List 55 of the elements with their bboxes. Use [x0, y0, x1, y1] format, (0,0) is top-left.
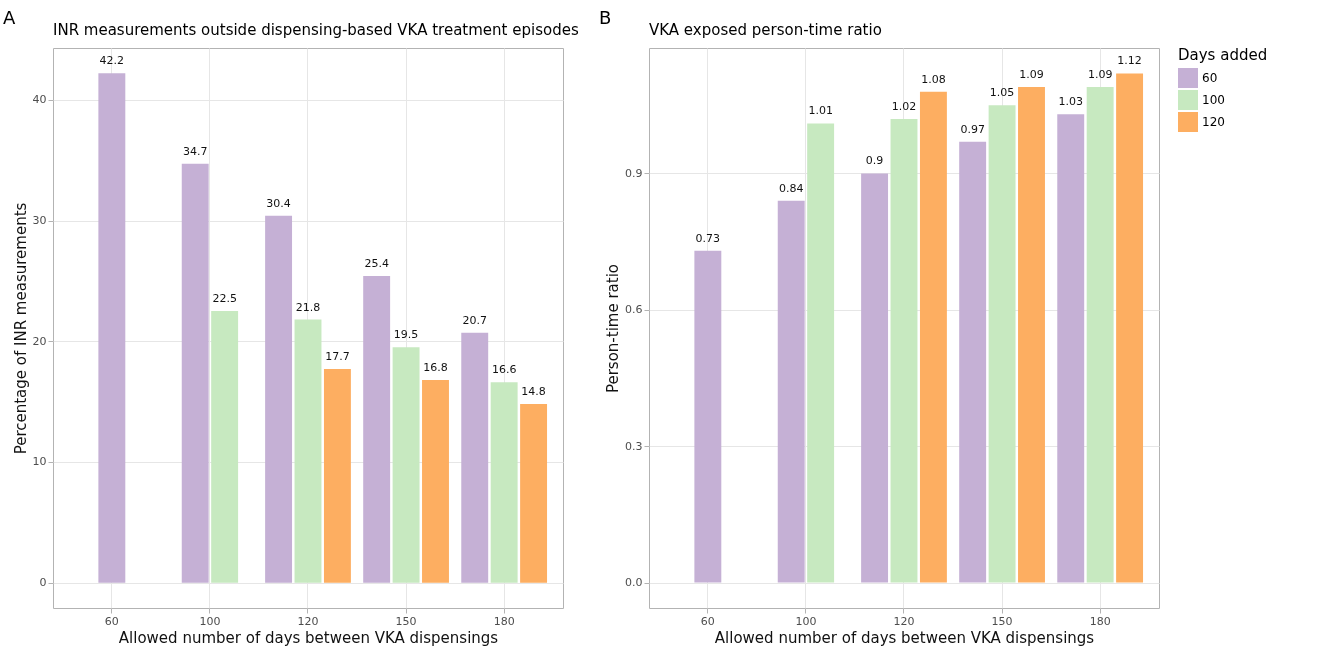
x-axis-title: Allowed number of days between VKA dispensings — [118, 628, 499, 647]
legend-label: 100 — [1202, 93, 1225, 107]
data-label: 1.03 — [1058, 95, 1083, 109]
data-label: 30.4 — [266, 196, 291, 210]
chart-title: VKA exposed person-time ratio — [649, 21, 882, 39]
data-label: 20.7 — [462, 313, 487, 327]
x-tick-label: 120 — [297, 614, 319, 628]
y-tick-label: 20 — [32, 334, 47, 348]
legend-label: 60 — [1202, 71, 1218, 85]
data-label: 1.02 — [891, 99, 917, 113]
data-label: 16.8 — [423, 360, 448, 374]
data-label: 0.73 — [695, 231, 721, 245]
legend-title: Days added — [1178, 46, 1268, 64]
data-label: 22.5 — [212, 292, 237, 306]
data-label: 1.05 — [989, 86, 1015, 100]
chart-title: INR measurements outside dispensing-based VKA treatment episodes — [53, 21, 579, 39]
y-tick-label: 30 — [32, 214, 47, 228]
x-axis-title: Allowed number of days between VKA dispensings — [714, 628, 1095, 647]
text: A — [3, 7, 16, 28]
data-label: 16.6 — [491, 363, 517, 377]
x-tick-label: 150 — [991, 614, 1013, 628]
data-label: 0.84 — [778, 181, 804, 195]
y-tick-label: 10 — [32, 455, 47, 469]
y-tick-label: 40 — [32, 93, 47, 107]
x-tick-label: 60 — [104, 614, 119, 628]
x-tick-label: 100 — [795, 614, 817, 628]
y-axis-title: Person-time ratio — [604, 263, 623, 394]
data-label: 0.9 — [865, 154, 884, 168]
data-label: 1.12 — [1117, 54, 1142, 68]
x-tick-label: 60 — [700, 614, 715, 628]
data-label: 25.4 — [364, 257, 389, 271]
data-label: 34.7 — [182, 144, 208, 158]
x-tick-label: 100 — [199, 614, 221, 628]
y-tick-label: 0.6 — [625, 303, 643, 317]
y-tick-label: 0.0 — [625, 576, 643, 590]
data-label: 1.08 — [921, 72, 946, 86]
legend-label: 120 — [1202, 115, 1225, 129]
data-label: 19.5 — [393, 328, 419, 342]
x-tick-label: 180 — [1089, 614, 1111, 628]
data-label: 14.8 — [521, 385, 546, 399]
y-axis-title: Percentage of INR measurements — [11, 202, 30, 455]
data-label: 21.8 — [295, 300, 321, 314]
data-label: 1.09 — [1019, 68, 1044, 82]
x-tick-label: 150 — [395, 614, 417, 628]
data-label: 0.97 — [960, 122, 985, 136]
data-label: 17.7 — [325, 350, 350, 364]
data-label: 42.2 — [99, 54, 125, 68]
y-tick-label: 0 — [39, 576, 47, 590]
y-tick-label: 0.3 — [625, 439, 643, 453]
text: B — [599, 7, 612, 28]
data-label: 1.01 — [808, 104, 833, 118]
data-label: 1.09 — [1087, 68, 1113, 82]
x-tick-label: 180 — [493, 614, 515, 628]
x-tick-label: 120 — [893, 614, 915, 628]
y-tick-label: 0.9 — [625, 166, 643, 180]
